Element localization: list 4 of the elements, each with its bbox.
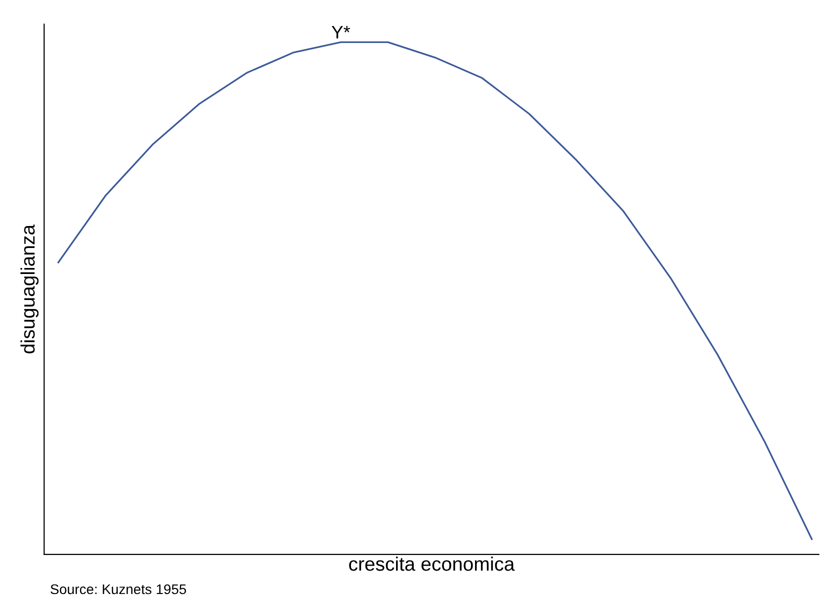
y-axis-title: disuguaglianza — [20, 224, 39, 354]
annotation: Y* — [332, 26, 350, 38]
x-axis-title: crescita economica — [349, 556, 515, 571]
source-note: Source: Kuznets 1955 — [50, 584, 186, 594]
